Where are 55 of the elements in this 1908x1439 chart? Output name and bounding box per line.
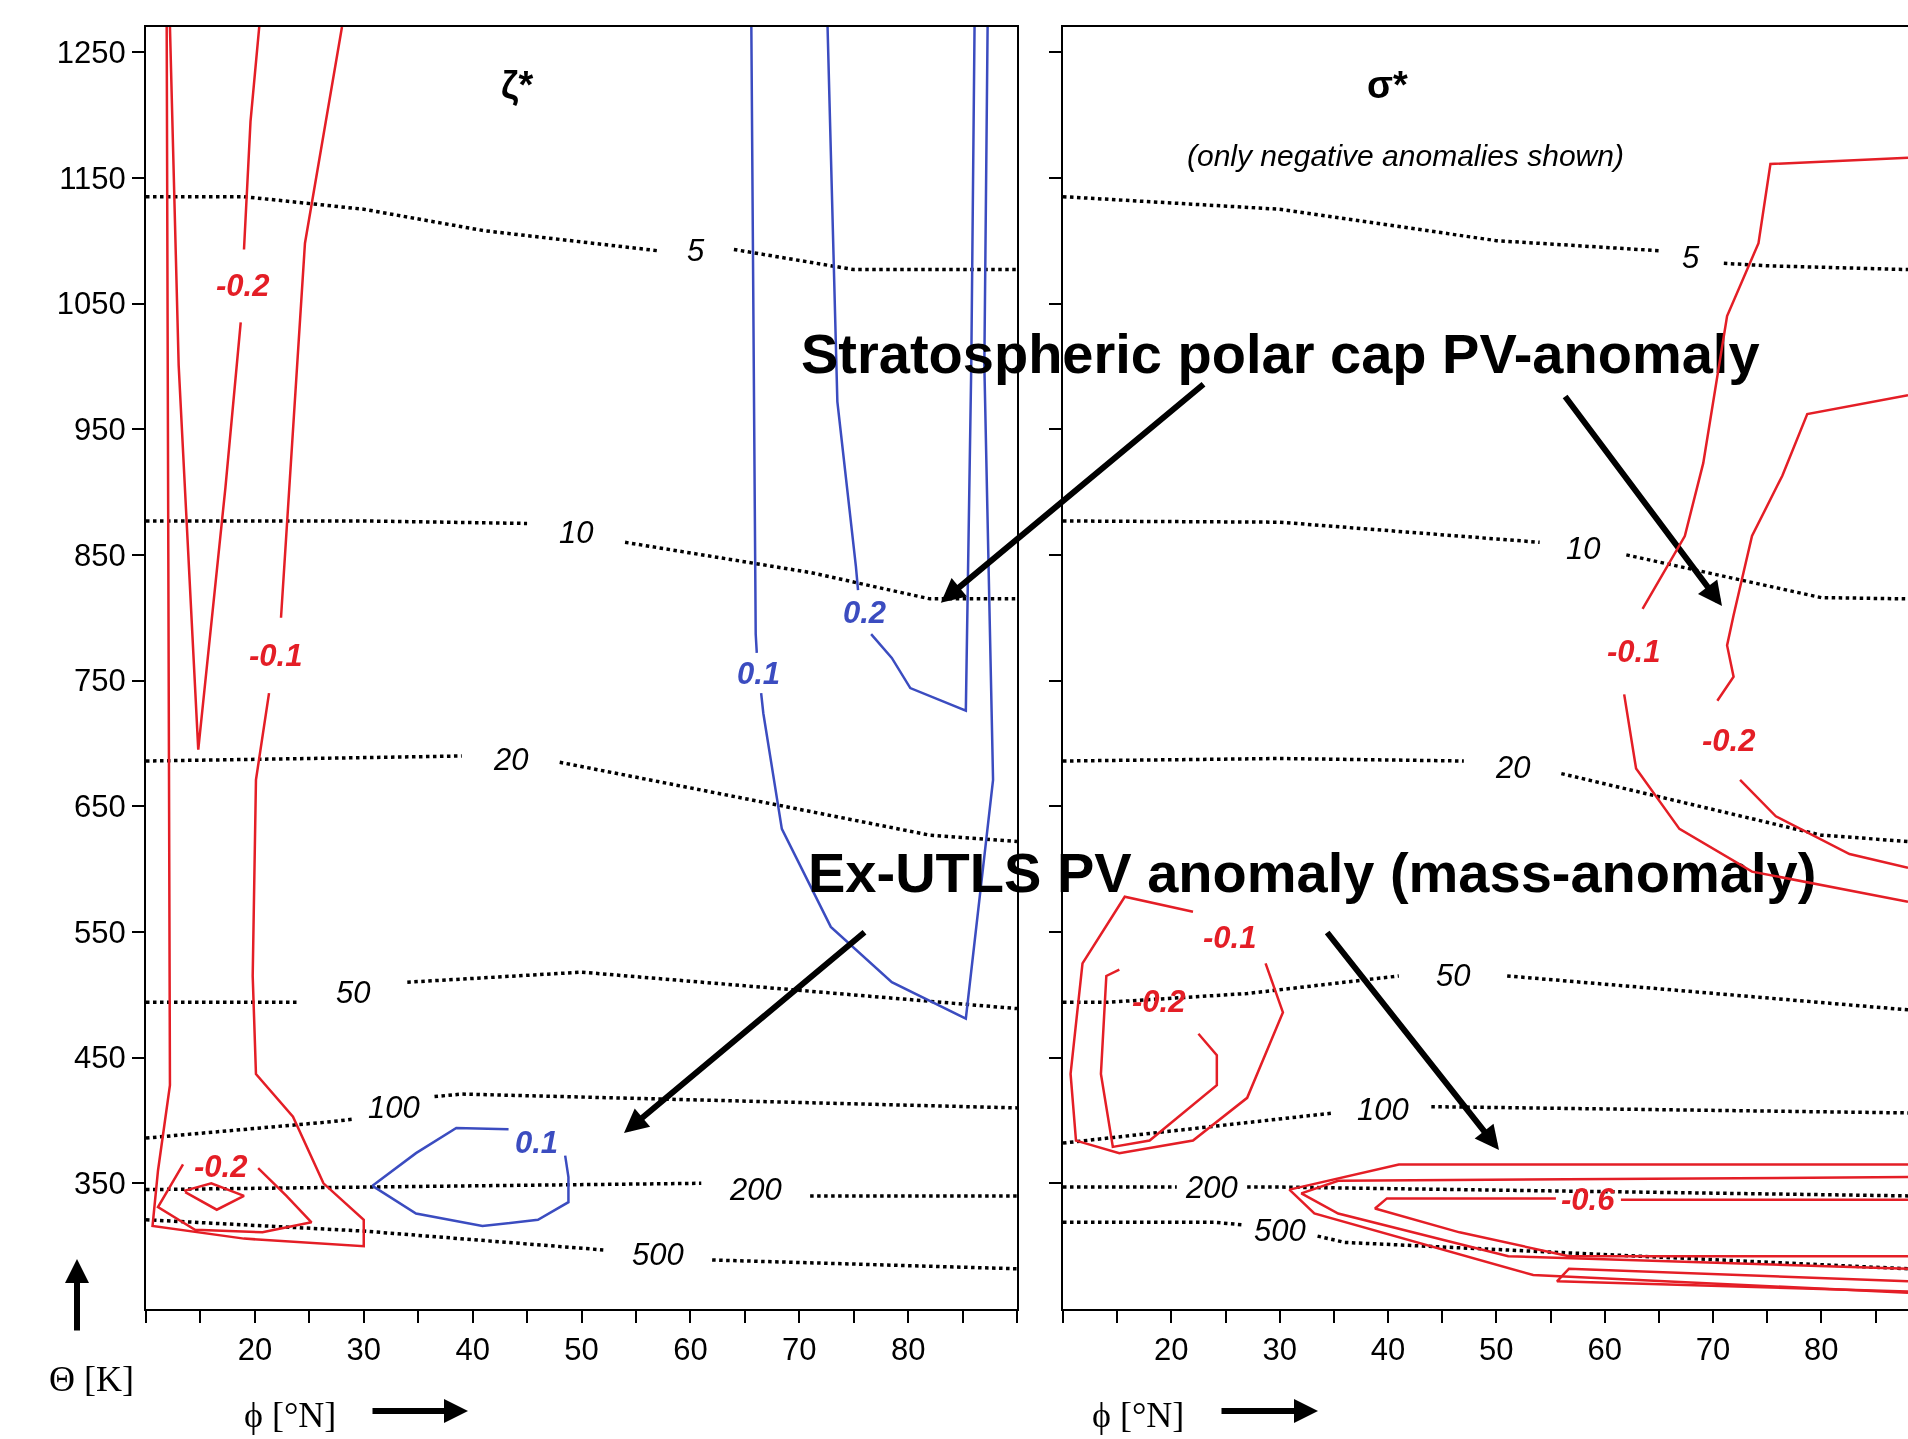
- y-tick-label: 350: [74, 1166, 126, 1202]
- series-label: 50: [336, 975, 371, 1010]
- x-tick-label: 40: [455, 1332, 490, 1368]
- x-tick-label: 70: [782, 1332, 817, 1368]
- series-label: 200: [1185, 1170, 1238, 1205]
- series-label: 50: [1436, 958, 1471, 993]
- x-tick-label: 50: [1479, 1332, 1514, 1368]
- series-label: -0.1: [249, 638, 303, 673]
- series-label: 20: [493, 742, 529, 777]
- x-tick-label: 40: [1370, 1332, 1406, 1368]
- y-tick-label: 950: [74, 412, 126, 448]
- y-tick-label: 650: [74, 789, 126, 825]
- series-label: 20: [1495, 750, 1531, 785]
- x-tick-label: 80: [1804, 1332, 1839, 1368]
- series-label: 500: [632, 1237, 684, 1272]
- y-axis-title: Θ [K]: [49, 1359, 134, 1399]
- series-label: -0.6: [1561, 1182, 1616, 1217]
- y-tick-label: 450: [74, 1040, 126, 1076]
- x-tick-label: 30: [1262, 1332, 1297, 1368]
- series-label: -0.2: [1702, 723, 1756, 758]
- x-tick-label: 30: [346, 1332, 381, 1368]
- x-axis-title: ϕ [°N]: [1092, 1395, 1185, 1435]
- series-label: 0.1: [737, 656, 781, 691]
- series-label: 0.1: [515, 1125, 559, 1160]
- series-label: 100: [1357, 1092, 1409, 1127]
- x-axis-title: ϕ [°N]: [244, 1395, 337, 1435]
- y-tick-label: 850: [74, 537, 126, 573]
- series-label: 500: [1254, 1213, 1306, 1248]
- series-label: 5: [1682, 240, 1700, 275]
- y-tick-label: 1050: [56, 286, 126, 322]
- x-tick-label: 60: [673, 1332, 708, 1368]
- y-tick-label: 550: [74, 914, 126, 950]
- series-label: 200: [729, 1172, 782, 1207]
- text: ζ*: [501, 64, 534, 106]
- x-tick-label: 50: [564, 1332, 599, 1368]
- series-label: 0.2: [843, 595, 887, 630]
- x-tick-label: 70: [1695, 1332, 1731, 1368]
- x-tick-label: 80: [890, 1332, 926, 1368]
- series-label: -0.2: [194, 1149, 248, 1184]
- series-label: 10: [559, 515, 594, 550]
- series-label: 10: [1566, 531, 1601, 566]
- series-label: 100: [368, 1090, 420, 1125]
- text: (only negative anomalies shown): [1187, 139, 1624, 172]
- x-tick-label: 20: [237, 1332, 273, 1368]
- text: σ*: [1367, 64, 1408, 106]
- series-label: -0.2: [216, 268, 270, 303]
- y-tick-label: 1250: [56, 34, 126, 70]
- x-tick-label: 20: [1154, 1332, 1189, 1368]
- series-label: 5: [687, 233, 705, 268]
- x-tick-label: 60: [1587, 1332, 1622, 1368]
- y-tick-label: 750: [74, 663, 126, 699]
- y-tick-label: 1150: [59, 160, 126, 196]
- series-label: -0.1: [1607, 634, 1661, 669]
- series-label: -0.1: [1203, 920, 1257, 955]
- series-label: -0.2: [1132, 984, 1186, 1019]
